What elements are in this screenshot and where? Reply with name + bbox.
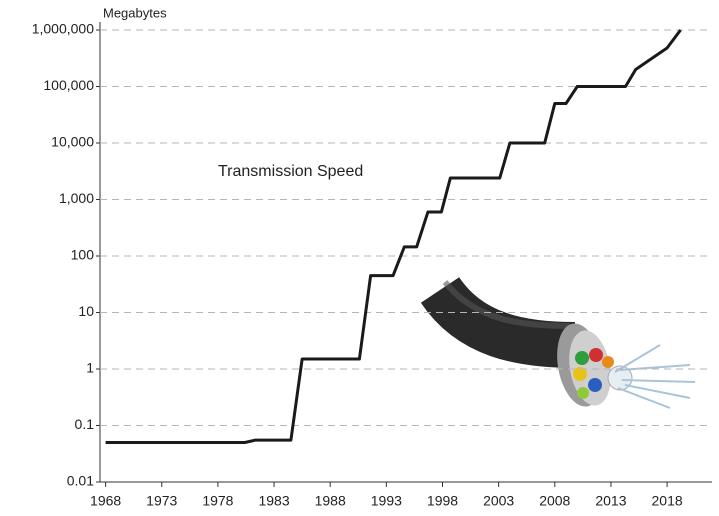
x-tick-label: 1978 xyxy=(202,493,233,509)
y-tick-label: 1,000 xyxy=(59,190,94,206)
chart: Transmission Speed Megabytes 0.01 0.1 1 10 1… xyxy=(0,0,719,516)
x-tick-label: 1993 xyxy=(371,493,402,509)
cable-illustration xyxy=(440,282,695,410)
x-tick-label: 1998 xyxy=(427,493,458,509)
y-tick-label: 0.1 xyxy=(75,416,95,432)
x-tick-label: 2008 xyxy=(539,493,570,509)
y-tick-label: 0.01 xyxy=(67,473,94,489)
y-tick-label: 10 xyxy=(78,303,94,319)
y-axis-title: Megabytes xyxy=(103,5,167,20)
x-tick-label: 1983 xyxy=(258,493,289,509)
y-tick-label: 100 xyxy=(71,247,95,263)
annotation: Transmission Speed xyxy=(218,163,363,180)
y-tick-label: 1 xyxy=(86,360,94,376)
y-tick-label: 100,000 xyxy=(43,77,94,93)
x-tick-label: 1988 xyxy=(315,493,346,509)
x-tick-label: 1973 xyxy=(146,493,177,509)
x-tick-label: 2013 xyxy=(595,493,626,509)
x-tick-label: 2003 xyxy=(483,493,514,509)
y-tick-label: 1,000,000 xyxy=(32,21,94,37)
y-tick-label: 10,000 xyxy=(51,134,94,150)
x-tick-label: 2018 xyxy=(652,493,683,509)
x-tick-label: 1968 xyxy=(90,493,121,509)
